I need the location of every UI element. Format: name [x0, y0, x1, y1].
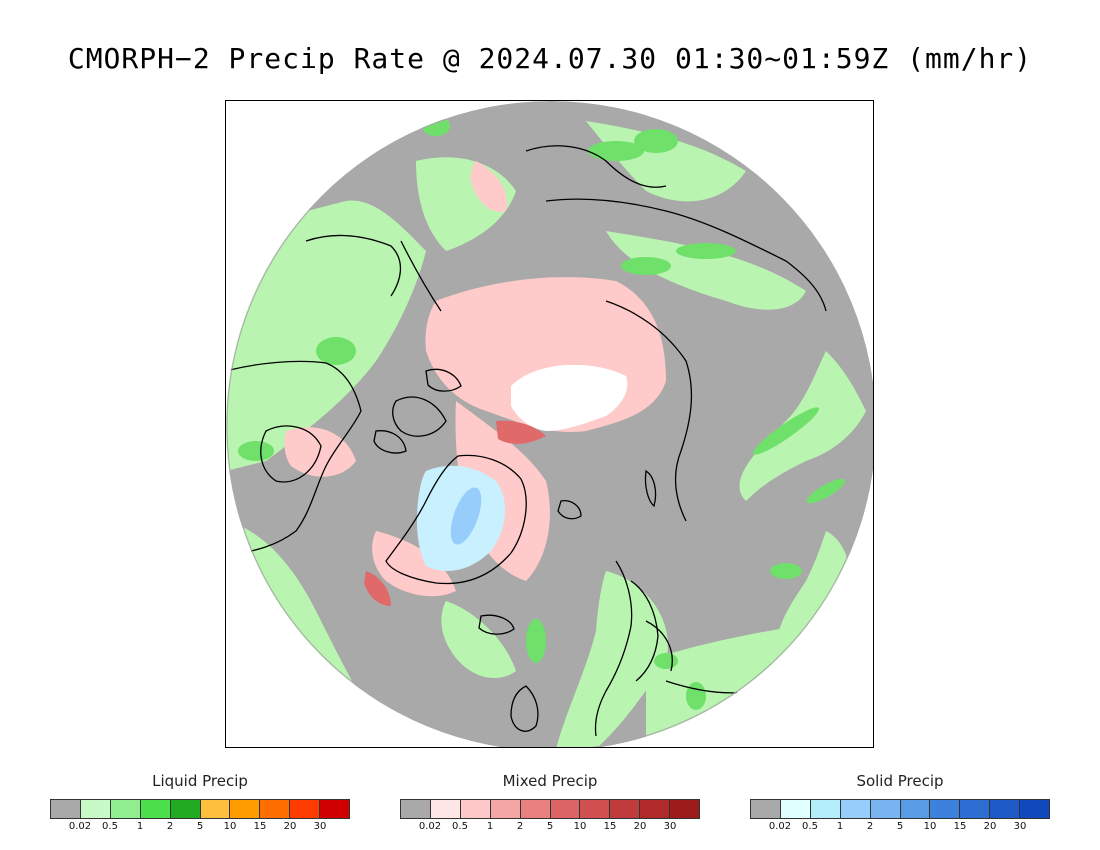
- mixed-area-west: [284, 427, 356, 477]
- legend-swatch-mixed-1: [430, 800, 461, 818]
- legend-tick-solid-8: 30: [1013, 821, 1027, 832]
- legend-tick-solid-7: 20: [983, 821, 997, 832]
- coast-greenland: [385, 454, 527, 585]
- legend-swatch-solid-3: [840, 800, 871, 818]
- legend-swatches-liquid: [50, 799, 350, 819]
- legend-tick-mixed-7: 20: [633, 821, 647, 832]
- legend-tick-liquid-3: 2: [166, 821, 174, 832]
- legend-tick-solid-0: 0.02: [768, 821, 792, 832]
- legend-swatch-mixed-0: [401, 800, 431, 818]
- coast-canada-archipelago: [373, 368, 462, 454]
- legend-solid: Solid Precip 0.02 0.5 1 2 5 10 15 20 30: [750, 772, 1050, 832]
- precip-area-nw: [226, 200, 426, 471]
- legend-swatch-solid-8: [990, 800, 1021, 818]
- legend-tick-solid-4: 5: [896, 821, 904, 832]
- legend-mixed: Mixed Precip 0.02 0.5 1 2 5 10 15 20 30: [400, 772, 700, 832]
- legend-swatch-liquid-2: [110, 800, 141, 818]
- coast-north-america: [226, 360, 362, 557]
- legend-swatch-liquid-4: [170, 800, 201, 818]
- precip-area-europe: [556, 571, 668, 747]
- coast-hudson-bay: [260, 425, 322, 483]
- legend-swatch-liquid-5: [200, 800, 231, 818]
- legend-tick-mixed-8: 30: [663, 821, 677, 832]
- legend-ticks-solid: 0.02 0.5 1 2 5 10 15 20 30: [750, 821, 1050, 835]
- legend-swatch-liquid-0: [51, 800, 81, 818]
- mixed-precip-heavy: [364, 420, 546, 606]
- legend-swatch-liquid-3: [140, 800, 171, 818]
- legend-swatch-mixed-2: [460, 800, 491, 818]
- legend-swatch-liquid-8: [290, 800, 321, 818]
- legend-tick-solid-3: 2: [866, 821, 874, 832]
- legend-tick-mixed-5: 10: [573, 821, 587, 832]
- legend-tick-mixed-2: 1: [486, 821, 494, 832]
- legend-swatch-solid-5: [900, 800, 931, 818]
- legend-swatch-mixed-7: [610, 800, 641, 818]
- legend-tick-liquid-4: 5: [196, 821, 204, 832]
- precip-area-e1: [606, 231, 806, 310]
- legend-swatch-liquid-6: [230, 800, 261, 818]
- legend-swatches-solid: [750, 799, 1050, 819]
- coast-uk: [510, 685, 539, 732]
- coast-novaya-zemlya: [644, 469, 657, 508]
- legend-swatch-mixed-3: [490, 800, 521, 818]
- precip-area-ne: [586, 121, 746, 202]
- legend-tick-mixed-3: 2: [516, 821, 524, 832]
- polar-map-frame: [225, 100, 874, 748]
- legend-swatch-mixed-5: [550, 800, 581, 818]
- polar-no-data-area: [511, 364, 628, 431]
- legend-tick-liquid-6: 15: [253, 821, 267, 832]
- legend-tick-mixed-4: 5: [546, 821, 554, 832]
- map-title: CMORPH−2 Precip Rate @ 2024.07.30 01:30~…: [67, 42, 1033, 75]
- coast-baltic: [645, 620, 673, 672]
- legend-swatch-mixed-6: [580, 800, 611, 818]
- precip-area-atlantic: [441, 601, 516, 679]
- legend-swatch-solid-2: [810, 800, 841, 818]
- legend-tick-solid-1: 0.5: [802, 821, 818, 832]
- legend-swatch-liquid-9: [320, 800, 350, 818]
- legend-swatch-liquid-7: [260, 800, 291, 818]
- legend-tick-liquid-0: 0.02: [68, 821, 92, 832]
- legend-liquid: Liquid Precip 0.02 0.5 1 2 5 10 15 20 30: [50, 772, 350, 832]
- legend-ticks-mixed: 0.02 0.5 1 2 5 10 15 20 30: [400, 821, 700, 835]
- legend-swatch-solid-1: [780, 800, 811, 818]
- legend-swatch-liquid-1: [80, 800, 111, 818]
- border-alaska-canada: [400, 240, 442, 312]
- coast-scandinavia: [594, 560, 659, 737]
- legend-swatch-solid-9: [1020, 800, 1050, 818]
- coast-alaska: [305, 234, 402, 297]
- legend-tick-liquid-2: 1: [136, 821, 144, 832]
- mixed-area-north: [470, 161, 507, 212]
- legend-title-solid: Solid Precip: [856, 772, 944, 790]
- coast-siberia: [545, 198, 827, 312]
- map-disc-edge: [226, 101, 873, 747]
- coast-svalbard: [557, 500, 582, 520]
- legend-tick-liquid-7: 20: [283, 821, 297, 832]
- legend-swatch-solid-0: [751, 800, 781, 818]
- legend-swatches-mixed: [400, 799, 700, 819]
- coast-russia-arctic: [605, 300, 693, 522]
- legend-title-mixed: Mixed Precip: [502, 772, 598, 790]
- legend-swatch-mixed-8: [640, 800, 671, 818]
- legend-tick-liquid-5: 10: [223, 821, 237, 832]
- legend-tick-mixed-6: 15: [603, 821, 617, 832]
- legend-ticks-liquid: 0.02 0.5 1 2 5 10 15 20 30: [50, 821, 350, 835]
- legend-title-liquid: Liquid Precip: [152, 772, 248, 790]
- legend-tick-liquid-1: 0.5: [102, 821, 118, 832]
- legend-swatch-solid-4: [870, 800, 901, 818]
- legend-swatch-solid-6: [930, 800, 961, 818]
- legend-tick-solid-6: 15: [953, 821, 967, 832]
- legend-tick-solid-5: 10: [923, 821, 937, 832]
- coast-iceland: [478, 614, 515, 635]
- mixed-area-greenland-coast: [372, 531, 456, 597]
- polar-precip-map: [226, 101, 873, 747]
- solid-precip-medium: [450, 487, 482, 545]
- legend-swatch-mixed-4: [520, 800, 551, 818]
- coast-kamchatka: [525, 145, 667, 188]
- legend-tick-solid-2: 1: [836, 821, 844, 832]
- legend-swatch-mixed-9: [670, 800, 700, 818]
- legend-tick-liquid-8: 30: [313, 821, 327, 832]
- legend-tick-mixed-1: 0.5: [452, 821, 468, 832]
- legend-swatch-solid-7: [960, 800, 991, 818]
- legend-tick-mixed-0: 0.02: [418, 821, 442, 832]
